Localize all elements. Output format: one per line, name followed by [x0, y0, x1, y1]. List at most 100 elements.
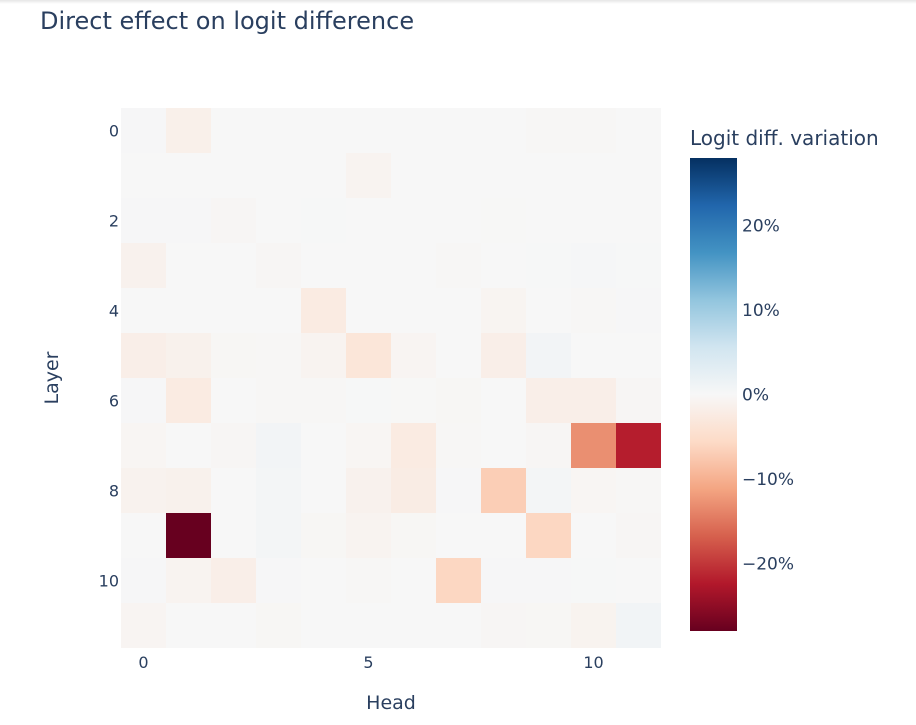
heatmap-cell	[256, 468, 301, 513]
heatmap-cell	[256, 333, 301, 378]
heatmap-cell	[481, 198, 526, 243]
heatmap-cell	[301, 468, 346, 513]
heatmap-cell	[616, 468, 661, 513]
heatmap-cell	[571, 468, 616, 513]
heatmap-cell	[256, 513, 301, 558]
heatmap-cells	[121, 108, 661, 648]
heatmap-cell	[256, 558, 301, 603]
heatmap-cell	[211, 468, 256, 513]
y-tick-label: 4	[109, 302, 119, 321]
heatmap-cell	[526, 468, 571, 513]
heatmap-cell	[436, 603, 481, 648]
heatmap-cell	[616, 243, 661, 288]
heatmap-cell	[346, 153, 391, 198]
heatmap-cell	[211, 288, 256, 333]
heatmap-cell	[616, 513, 661, 558]
heatmap-cell	[481, 153, 526, 198]
heatmap-cell	[346, 468, 391, 513]
heatmap-cell	[346, 423, 391, 468]
heatmap-cell	[256, 288, 301, 333]
heatmap-cell	[571, 198, 616, 243]
heatmap-cell	[391, 603, 436, 648]
heatmap-cell	[166, 108, 211, 153]
heatmap-cell	[436, 243, 481, 288]
heatmap-cell	[121, 558, 166, 603]
heatmap-cell	[211, 378, 256, 423]
heatmap-cell	[166, 603, 211, 648]
heatmap-cell	[571, 513, 616, 558]
heatmap-cell	[616, 198, 661, 243]
heatmap-cell	[211, 153, 256, 198]
heatmap-cell	[436, 468, 481, 513]
heatmap-cell	[526, 198, 571, 243]
heatmap-cell	[346, 558, 391, 603]
heatmap-cell	[301, 198, 346, 243]
heatmap-cell	[346, 243, 391, 288]
heatmap-cell	[301, 378, 346, 423]
colorbar-tick-label: −10%	[742, 470, 794, 490]
heatmap-cell	[571, 378, 616, 423]
heatmap-cell	[211, 333, 256, 378]
heatmap-cell	[121, 288, 166, 333]
heatmap-cell	[391, 108, 436, 153]
y-tick-labels: 0 2 4 6 8 10	[99, 122, 119, 591]
heatmap-cell	[256, 603, 301, 648]
heatmap-cell	[166, 153, 211, 198]
heatmap-cell	[391, 468, 436, 513]
heatmap-cell	[121, 378, 166, 423]
heatmap-cell	[301, 513, 346, 558]
heatmap-cell	[481, 603, 526, 648]
heatmap-cell	[211, 513, 256, 558]
heatmap-cell	[571, 153, 616, 198]
colorbar-tick-label: 20%	[742, 217, 780, 237]
heatmap-cell	[571, 288, 616, 333]
heatmap-cell	[391, 513, 436, 558]
heatmap-cell	[616, 603, 661, 648]
heatmap-cell	[616, 423, 661, 468]
heatmap-cell	[346, 108, 391, 153]
heatmap-cell	[391, 423, 436, 468]
colorbar-tick-label: 0%	[742, 386, 769, 406]
heatmap-cell	[211, 243, 256, 288]
y-axis-label: Layer	[41, 351, 63, 404]
heatmap-cell	[436, 153, 481, 198]
heatmap-cell	[481, 333, 526, 378]
heatmap-cell	[616, 558, 661, 603]
heatmap-cell	[391, 198, 436, 243]
heatmap-cell	[436, 558, 481, 603]
heatmap-cell	[256, 378, 301, 423]
heatmap-cell	[526, 603, 571, 648]
heatmap-cell	[166, 288, 211, 333]
heatmap-cell	[166, 513, 211, 558]
heatmap-cell	[166, 243, 211, 288]
heatmap-cell	[166, 378, 211, 423]
heatmap-cell	[166, 558, 211, 603]
heatmap-cell	[211, 558, 256, 603]
heatmap-cell	[121, 333, 166, 378]
heatmap-cell	[571, 243, 616, 288]
x-tick-label: 0	[138, 653, 148, 672]
heatmap-cell	[526, 423, 571, 468]
heatmap-cell	[121, 108, 166, 153]
heatmap-cell	[301, 603, 346, 648]
heatmap-cell	[346, 333, 391, 378]
heatmap-cell	[436, 288, 481, 333]
heatmap-cell	[526, 153, 571, 198]
heatmap-cell	[121, 243, 166, 288]
heatmap-cell	[526, 378, 571, 423]
colorbar-tick-label: −20%	[742, 554, 794, 574]
heatmap-cell	[256, 153, 301, 198]
heatmap-cell	[346, 513, 391, 558]
heatmap-cell	[211, 423, 256, 468]
heatmap-cell	[301, 243, 346, 288]
y-tick-label: 8	[109, 482, 119, 501]
heatmap-cell	[391, 333, 436, 378]
heatmap-cell	[481, 243, 526, 288]
heatmap-cell	[346, 198, 391, 243]
heatmap-cell	[346, 288, 391, 333]
colorbar-title: Logit diff. variation	[690, 126, 879, 150]
heatmap-cell	[616, 378, 661, 423]
heatmap-cell	[211, 198, 256, 243]
y-tick-label: 0	[109, 122, 119, 141]
